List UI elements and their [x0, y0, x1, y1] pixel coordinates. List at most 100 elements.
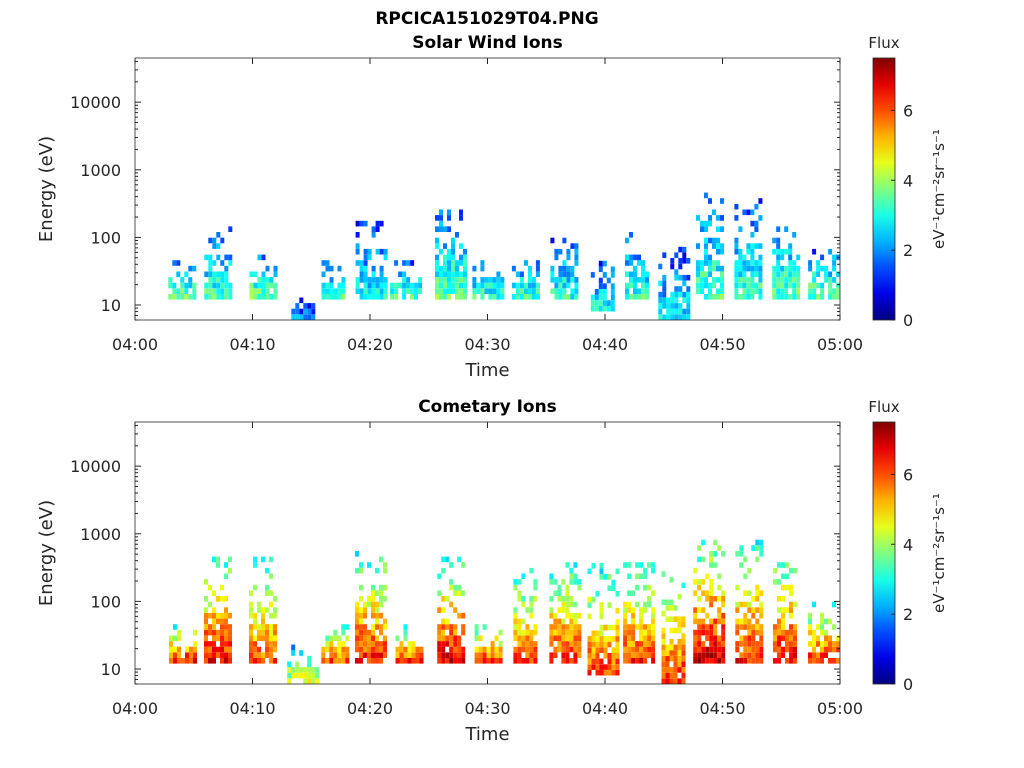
- flux-cell: [367, 596, 371, 602]
- flux-cell: [697, 641, 702, 647]
- flux-cell: [513, 629, 518, 636]
- flux-cell: [441, 646, 446, 653]
- flux-cell: [812, 629, 816, 636]
- flux-cell: [669, 599, 674, 606]
- flux-cell: [273, 294, 278, 300]
- flux-cell: [449, 641, 454, 647]
- flux-cell: [521, 601, 526, 608]
- flux-cell: [776, 260, 781, 266]
- flux-cell: [789, 607, 793, 613]
- flux-cell: [204, 579, 208, 585]
- flux-cell: [661, 599, 666, 606]
- flux-cell: [443, 294, 447, 300]
- flux-cell: [669, 605, 674, 611]
- flux-cell: [720, 271, 724, 278]
- flux-cell: [367, 635, 371, 642]
- flux-cell: [204, 288, 209, 294]
- flux-cell: [717, 635, 722, 642]
- flux-cell: [643, 646, 648, 653]
- flux-cell: [735, 607, 740, 613]
- flux-cell: [796, 271, 801, 278]
- flux-cell: [696, 282, 700, 289]
- flux-cell: [355, 612, 359, 619]
- flux-cell: [574, 243, 579, 249]
- flux-cell: [457, 612, 462, 619]
- y-tick-label: 100: [90, 228, 121, 247]
- flux-cell: [228, 282, 233, 289]
- flux-cell: [273, 629, 277, 636]
- flux-cell: [363, 265, 368, 272]
- flux-cell: [780, 254, 785, 261]
- flux-cell: [498, 641, 503, 647]
- flux-cell: [449, 584, 454, 591]
- flux-cell: [484, 288, 489, 294]
- flux-cell: [453, 641, 458, 647]
- flux-cell: [273, 641, 277, 647]
- flux-cell: [792, 294, 797, 300]
- flux-cell: [651, 607, 656, 613]
- flux-cell: [651, 658, 656, 664]
- flux-cell: [647, 641, 652, 647]
- flux-cell: [666, 297, 671, 304]
- flux-cell: [641, 294, 645, 300]
- flux-cell: [371, 658, 375, 664]
- flux-cell: [747, 635, 752, 642]
- flux-cell: [716, 226, 720, 232]
- flux-cell: [208, 271, 213, 278]
- flux-cell: [383, 652, 387, 658]
- flux-cell: [443, 226, 447, 232]
- flux-cell: [449, 652, 454, 658]
- flux-cell: [517, 652, 522, 658]
- flux-cell: [414, 288, 419, 294]
- flux-cell: [399, 658, 404, 664]
- flux-cell: [677, 655, 682, 662]
- flux-cell: [367, 562, 371, 568]
- flux-cell: [716, 277, 720, 283]
- flux-cell: [403, 652, 408, 658]
- flux-cell: [375, 567, 379, 574]
- flux-cell: [228, 567, 232, 574]
- flux-cell: [212, 590, 216, 596]
- flux-cell: [705, 612, 710, 619]
- flux-cell: [816, 282, 821, 289]
- flux-cell: [220, 658, 224, 664]
- flux-cell: [734, 237, 739, 244]
- flux-cell: [669, 638, 674, 645]
- flux-cell: [639, 646, 644, 653]
- flux-cell: [204, 658, 208, 664]
- flux-cell: [204, 596, 208, 602]
- flux-cell: [367, 652, 371, 658]
- flux-cell: [549, 596, 554, 602]
- flux-cell: [299, 667, 304, 673]
- flux-cell: [325, 265, 330, 272]
- figure-title: RPCICA151029T04.PNG: [375, 9, 598, 29]
- flux-cell: [561, 629, 566, 636]
- flux-cell: [220, 646, 224, 653]
- flux-cell: [677, 622, 682, 628]
- flux-cell: [529, 635, 534, 642]
- flux-cell: [641, 271, 645, 278]
- flux-cell: [743, 646, 748, 653]
- flux-cell: [315, 672, 320, 679]
- flux-cell: [812, 635, 816, 642]
- flux-cell: [321, 658, 326, 664]
- flux-cell: [754, 282, 759, 289]
- flux-cell: [669, 576, 674, 583]
- flux-cell: [558, 277, 563, 283]
- flux-cell: [307, 655, 312, 662]
- flux-cell: [307, 314, 312, 320]
- flux-cell: [519, 282, 524, 289]
- flux-cell: [480, 260, 485, 266]
- flux-cell: [439, 271, 443, 278]
- flux-cell: [363, 624, 367, 630]
- flux-cell: [739, 652, 744, 658]
- flux-cell: [208, 646, 212, 653]
- flux-cell: [383, 584, 387, 591]
- flux-cell: [661, 638, 666, 645]
- flux-cell: [447, 226, 451, 232]
- flux-cell: [743, 641, 748, 647]
- flux-cell: [375, 612, 379, 619]
- flux-cell: [686, 308, 691, 315]
- flux-cell: [461, 629, 466, 636]
